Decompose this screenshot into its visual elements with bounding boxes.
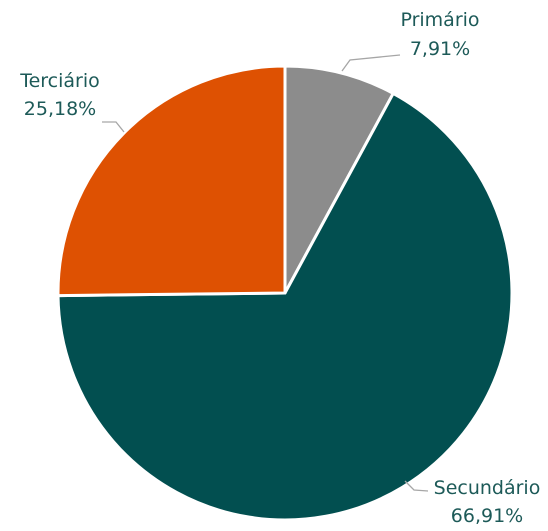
slice-label-terciario: Terciário <box>19 70 100 92</box>
slice-value-terciario: 25,18% <box>24 98 96 120</box>
leader-line-secundario <box>404 480 429 492</box>
slice-label-primario: Primário <box>400 9 479 31</box>
leader-line-primario <box>341 54 401 72</box>
pie-labels: Primário 7,91% Terciário 25,18% Secundár… <box>19 9 540 527</box>
pie-slices <box>56 64 514 522</box>
pie-slice-terciario <box>56 64 287 298</box>
pie-slice-primario <box>283 64 395 295</box>
slice-label-secundario: Secundário <box>434 477 541 499</box>
pie-slice-secundario <box>56 91 514 522</box>
slice-value-secundario: 66,91% <box>451 505 523 527</box>
leader-line-terciario <box>102 121 125 133</box>
slice-value-primario: 7,91% <box>410 38 470 60</box>
